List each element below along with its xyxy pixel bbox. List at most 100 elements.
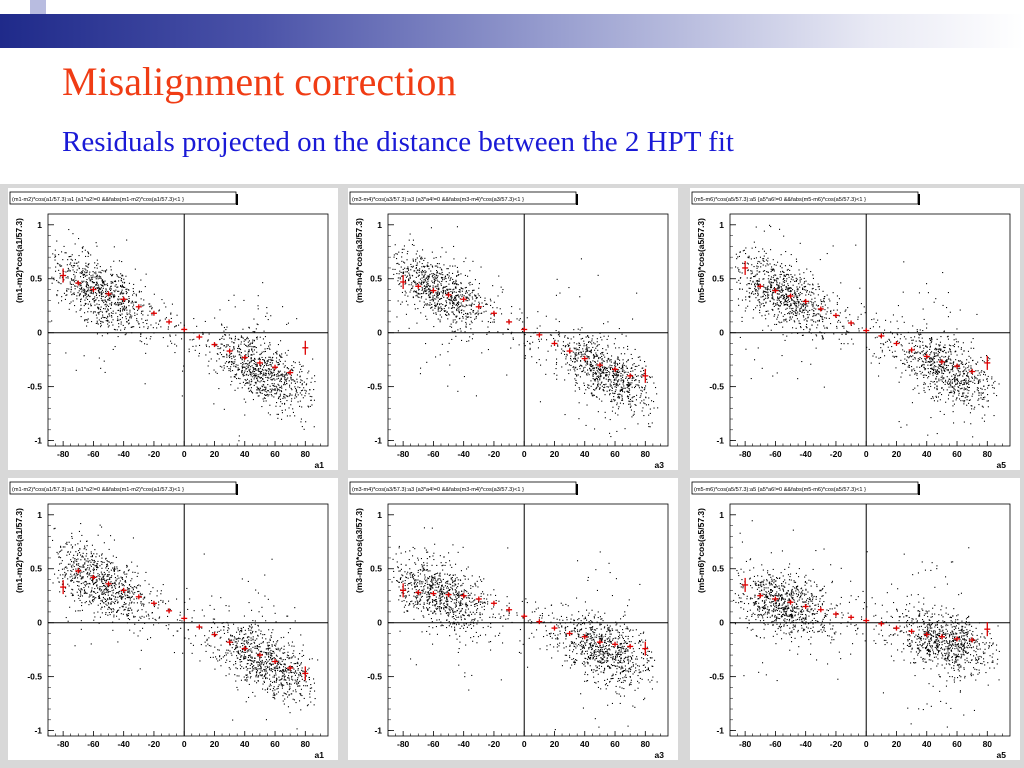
profile-marker (521, 613, 528, 619)
scatter-plot: (m5-m6)*cos(a5/57.3):a5 {a5*a6!=0 &&fabs… (691, 481, 1011, 760)
profile-marker (256, 652, 263, 658)
profile-marker (415, 283, 422, 289)
x-tick-label: -40 (458, 449, 471, 459)
profile-marker (984, 355, 991, 370)
profile-marker (938, 359, 945, 365)
scatter-panel: (m1-m2)*cos(a1/57.3):a1 {a1*a2!=0 &&fabs… (8, 188, 338, 470)
x-tick-label: -80 (57, 739, 70, 749)
profile-marker (832, 611, 839, 617)
profile-marker (400, 274, 407, 289)
y-tick-label: -1 (374, 436, 382, 446)
x-tick-label: 60 (270, 739, 280, 749)
profile-marker (802, 298, 809, 304)
profile-marker (415, 589, 422, 595)
profile-marker (938, 634, 945, 640)
y-tick-label: -1 (374, 726, 382, 736)
x-tick-label: -20 (148, 739, 161, 749)
y-tick-label: -1 (34, 436, 42, 446)
x-tick-label: 40 (580, 739, 590, 749)
profile-marker (908, 347, 915, 353)
y-axis-label: (m3-m4)*cos(a3/57.3) (354, 508, 364, 593)
y-axis-label: (m5-m6)*cos(a5/57.3) (696, 218, 706, 303)
x-tick-label: -60 (427, 739, 440, 749)
y-tick-label: 0.5 (30, 564, 42, 574)
profile-marker (772, 288, 779, 294)
x-tick-label: 60 (952, 739, 962, 749)
profile-marker (120, 587, 127, 593)
profile-marker (105, 291, 112, 297)
x-axis-label: a1 (315, 460, 325, 470)
y-axis-label: (m1-m2)*cos(a1/57.3) (14, 508, 24, 593)
x-tick-label: -20 (148, 449, 161, 459)
y-tick-label: -0.5 (27, 382, 42, 392)
chart-title: (m1-m2)*cos(a1/57.3):a1 {a1*a2!=0 &&fabs… (12, 197, 184, 203)
x-tick-label: -80 (739, 739, 752, 749)
x-tick-label: 40 (922, 449, 932, 459)
scatter-points (52, 523, 319, 730)
profile-marker (490, 310, 497, 316)
chart-title-shadow (576, 194, 578, 205)
y-tick-label: 1 (377, 220, 382, 230)
x-tick-label: -60 (87, 449, 100, 459)
profile-marker (627, 643, 634, 649)
y-tick-label: -0.5 (27, 672, 42, 682)
profile-marker (863, 618, 870, 624)
profile-marker (954, 636, 961, 642)
profile-marker (241, 355, 248, 361)
x-tick-label: 40 (580, 449, 590, 459)
y-axis-label: (m3-m4)*cos(a3/57.3) (354, 218, 364, 303)
profile-marker (893, 340, 900, 346)
plot-frame (47, 503, 329, 737)
scatter-points (392, 226, 659, 438)
x-tick-label: -20 (488, 739, 501, 749)
scatter-plot: (m1-m2)*cos(a1/57.3):a1 {a1*a2!=0 &&fabs… (9, 481, 329, 760)
profile-marker (742, 577, 749, 592)
profile-marker (642, 641, 649, 656)
x-tick-label: -20 (488, 449, 501, 459)
y-tick-label: 0 (377, 618, 382, 628)
y-tick-label: 1 (719, 510, 724, 520)
x-axis-label: a1 (315, 750, 325, 760)
profile-marker (923, 632, 930, 638)
profile-marker (150, 600, 157, 606)
profile-marker (581, 634, 588, 640)
slide-title: Misalignment correction (62, 59, 457, 104)
profile-marker (969, 637, 976, 643)
chart-title-shadow (918, 194, 920, 205)
profile-marker (287, 370, 294, 376)
x-tick-label: -40 (118, 449, 131, 459)
scatter-plot: (m3-m4)*cos(a3/57.3):a3 {a3*a4!=0 &&fabs… (349, 191, 669, 470)
scatter-panel: (m3-m4)*cos(a3/57.3):a3 {a3*a4!=0 &&fabs… (348, 478, 678, 760)
x-axis-label: a3 (655, 750, 665, 760)
x-tick-label: 20 (892, 449, 902, 459)
plot-frame (387, 503, 669, 737)
y-tick-label: 1 (719, 220, 724, 230)
y-tick-label: -1 (34, 726, 42, 736)
profile-marker (787, 293, 794, 299)
profile-marker (90, 574, 97, 580)
y-tick-label: 0 (37, 618, 42, 628)
y-tick-label: 0.5 (370, 274, 382, 284)
x-tick-label: 40 (240, 449, 250, 459)
profile-marker (460, 593, 467, 599)
x-tick-label: -60 (87, 739, 100, 749)
chart-title: (m5-m6)*cos(a5/57.3):a5 {a5*a6!=0 &&fabs… (694, 487, 866, 493)
profile-marker (863, 328, 870, 334)
plot-frame (47, 213, 329, 447)
profile-marker (150, 310, 157, 316)
x-tick-label: 20 (550, 449, 560, 459)
x-tick-label: 0 (864, 739, 869, 749)
y-axis-label: (m1-m2)*cos(a1/57.3) (14, 218, 24, 303)
header-gradient-bar (0, 14, 1024, 48)
chart-title: (m5-m6)*cos(a5/57.3):a5 {a5*a6!=0 &&fabs… (694, 197, 866, 203)
profile-marker (445, 292, 452, 298)
profile-marker (908, 628, 915, 634)
chart-title: (m3-m4)*cos(a3/57.3):a3 {a3*a4!=0 &&fabs… (352, 197, 524, 203)
profile-marker (817, 607, 824, 613)
y-tick-label: -1 (716, 436, 724, 446)
x-axis-label: a3 (655, 460, 665, 470)
y-tick-label: 1 (37, 220, 42, 230)
chart-title-shadow (236, 484, 238, 495)
x-tick-label: 20 (892, 739, 902, 749)
y-tick-label: 0.5 (30, 274, 42, 284)
